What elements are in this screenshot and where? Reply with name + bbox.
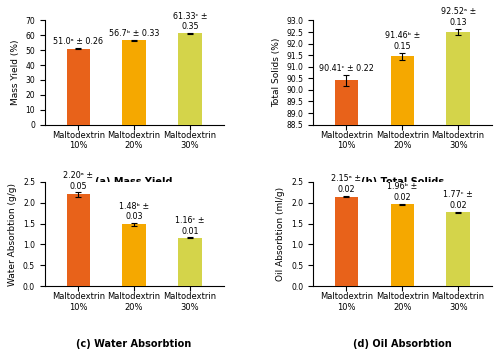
Text: 1.48ᵇ ±
0.03: 1.48ᵇ ± 0.03 (119, 202, 149, 221)
Bar (122, 40, 146, 125)
Bar (390, 56, 414, 349)
Bar (390, 205, 414, 286)
Bar (66, 49, 90, 125)
Bar (446, 31, 470, 349)
Bar (178, 238, 202, 286)
Y-axis label: Oil Absorbtion (ml/g): Oil Absorbtion (ml/g) (276, 187, 285, 281)
Text: 90.41ᶜ ± 0.22: 90.41ᶜ ± 0.22 (319, 65, 374, 73)
Text: 2.15ᵃ ±
0.02: 2.15ᵃ ± 0.02 (332, 174, 362, 194)
Y-axis label: Total Solids (%): Total Solids (%) (272, 38, 280, 107)
Bar (446, 213, 470, 286)
Bar (178, 34, 202, 125)
Text: 1.96ᵇ ±
0.02: 1.96ᵇ ± 0.02 (387, 183, 418, 202)
Bar (334, 80, 358, 349)
Text: 61.33ᶜ ±
0.35: 61.33ᶜ ± 0.35 (172, 12, 207, 31)
Text: 1.77ᶜ ±
0.02: 1.77ᶜ ± 0.02 (444, 190, 473, 210)
Text: 56.7ᵇ ± 0.33: 56.7ᵇ ± 0.33 (109, 29, 160, 38)
Bar (66, 194, 90, 286)
Y-axis label: Water Absorbtion (g/g): Water Absorbtion (g/g) (8, 183, 18, 285)
Text: (c) Water Absorbtion: (c) Water Absorbtion (76, 339, 192, 349)
Text: (b) Total Solids: (b) Total Solids (360, 177, 444, 187)
Text: (d) Oil Absorbtion: (d) Oil Absorbtion (353, 339, 452, 349)
Text: (a) Mass Yield: (a) Mass Yield (96, 177, 173, 187)
Text: 51.0ᵃ ± 0.26: 51.0ᵃ ± 0.26 (54, 37, 104, 46)
Y-axis label: Mass Yield (%): Mass Yield (%) (10, 40, 20, 105)
Text: 2.20ᵃ ±
0.05: 2.20ᵃ ± 0.05 (64, 171, 94, 191)
Bar (334, 196, 358, 286)
Bar (122, 224, 146, 286)
Text: 92.52ᵃ ±
0.13: 92.52ᵃ ± 0.13 (440, 7, 476, 27)
Text: 1.16ᶜ ±
0.01: 1.16ᶜ ± 0.01 (175, 216, 204, 236)
Text: 91.46ᵇ ±
0.15: 91.46ᵇ ± 0.15 (384, 31, 420, 51)
